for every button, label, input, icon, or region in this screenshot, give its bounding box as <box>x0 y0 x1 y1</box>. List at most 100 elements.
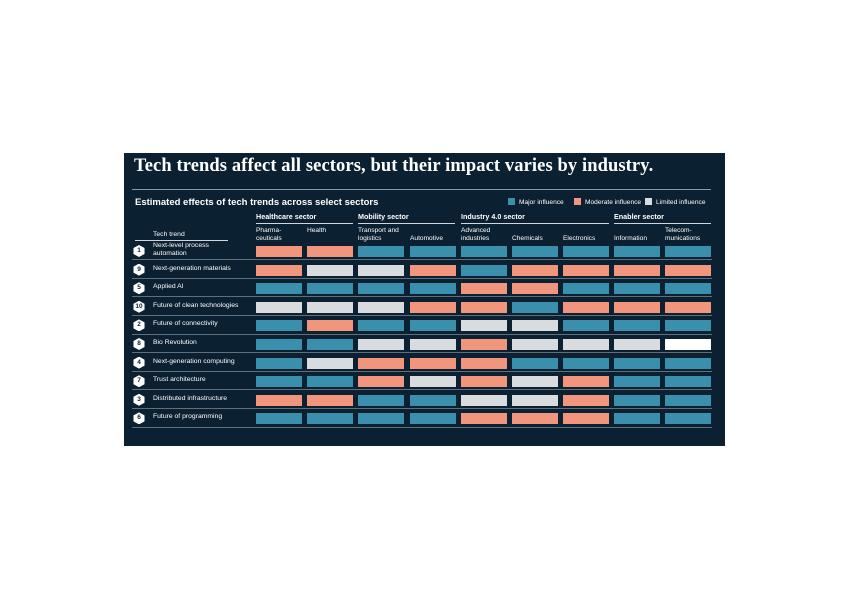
sector-enabler: Enabler sector <box>614 212 664 221</box>
heatmap-cell <box>256 376 302 388</box>
heatmap-cell <box>410 301 456 313</box>
row-divider <box>132 352 712 354</box>
row-divider <box>132 407 712 409</box>
heatmap-cell <box>256 301 302 313</box>
heatmap-cell <box>614 264 660 276</box>
trend-label: Future of programming <box>153 413 223 421</box>
heatmap-cell <box>614 246 660 257</box>
heatmap-cell <box>665 283 711 295</box>
legend-moderate-swatch <box>574 198 581 205</box>
heatmap-cell <box>614 339 660 350</box>
heatmap-cell <box>665 320 711 332</box>
legend-major-label: Major influence <box>519 199 564 206</box>
heatmap-cell <box>512 301 558 313</box>
heatmap-cell <box>614 394 660 406</box>
tech-trend-header: Tech trend <box>153 231 185 238</box>
heatmap-cell <box>410 376 456 388</box>
sector-mobility: Mobility sector <box>358 212 409 221</box>
trend-rank-badge: 8 <box>133 338 145 350</box>
column-pharmaceuticals: Pharma- ceuticals <box>256 227 282 242</box>
heatmap-cell <box>665 376 711 388</box>
heatmap-cell <box>410 320 456 332</box>
legend-major-swatch <box>508 198 515 205</box>
sector-healthcare: Healthcare sector <box>256 212 317 221</box>
legend-moderate: Moderate influence <box>574 198 641 206</box>
chart-panel: Tech trends affect all sectors, but thei… <box>124 153 725 446</box>
column-chemicals: Chemicals <box>512 235 543 242</box>
heatmap-cell <box>256 320 302 332</box>
heatmap-cell <box>358 283 404 295</box>
heatmap-cell <box>563 320 609 332</box>
heatmap-cell <box>358 376 404 388</box>
chart-subtitle: Estimated effects of tech trends across … <box>135 197 379 208</box>
heatmap-cell <box>410 246 456 257</box>
heatmap-cell <box>461 394 507 406</box>
row-divider <box>132 314 712 316</box>
heatmap-cell <box>563 246 609 257</box>
column-transport-logistics: Transport and logistics <box>358 227 399 242</box>
row-divider <box>132 277 712 279</box>
sector-enabler-rule <box>614 223 711 224</box>
heatmap-cell <box>563 394 609 406</box>
heatmap-cell <box>512 320 558 332</box>
trend-rank-badge: 2 <box>133 319 145 332</box>
heatmap-cell <box>461 339 507 350</box>
heatmap-cell <box>256 413 302 425</box>
row-divider <box>132 370 712 372</box>
heatmap-cell <box>358 246 404 257</box>
sector-mobility-rule <box>358 223 455 224</box>
trend-rank-badge: 4 <box>133 356 145 369</box>
trend-label: Next-generation materials <box>153 264 231 272</box>
heatmap-cell <box>307 320 353 332</box>
sector-industry: Industry 4.0 sector <box>461 212 525 221</box>
row-divider <box>132 426 712 428</box>
trend-rank-badge: 3 <box>133 393 145 406</box>
heatmap-cell <box>256 283 302 295</box>
heatmap-cell <box>461 413 507 425</box>
chart-title: Tech trends affect all sectors, but thei… <box>134 156 654 176</box>
sector-industry-rule <box>461 223 609 224</box>
heatmap-cell <box>461 301 507 313</box>
heatmap-cell <box>614 376 660 388</box>
trend-label: Next-generation computing <box>153 357 235 365</box>
heatmap-cell <box>358 394 404 406</box>
sector-healthcare-rule <box>256 223 353 224</box>
heatmap-cell <box>256 246 302 257</box>
heatmap-cell <box>665 394 711 406</box>
column-health: Health <box>307 227 327 234</box>
column-information: Information <box>614 235 647 242</box>
trend-rank-badge: 7 <box>133 375 145 388</box>
heatmap-cell <box>512 264 558 276</box>
heatmap-cell <box>614 357 660 369</box>
row-divider <box>132 296 712 298</box>
heatmap-cell <box>461 320 507 332</box>
tech-trend-header-rule <box>135 240 228 241</box>
heatmap-cell <box>307 246 353 257</box>
trend-label: Bio Revolution <box>153 339 197 346</box>
trend-label: Applied AI <box>153 283 184 291</box>
trend-label: Next-level process automation <box>153 242 209 257</box>
legend-limited: Limited influence <box>645 198 705 206</box>
trend-rank-badge: 10 <box>133 300 145 313</box>
legend-moderate-label: Moderate influence <box>585 199 642 206</box>
heatmap-cell <box>358 357 404 369</box>
heatmap-cell <box>512 339 558 350</box>
legend-limited-swatch <box>645 198 652 205</box>
legend-limited-label: Limited influence <box>656 199 706 206</box>
trend-rank-badge: 1 <box>133 245 145 257</box>
title-divider <box>132 189 711 190</box>
heatmap-cell <box>410 339 456 350</box>
heatmap-cell <box>563 283 609 295</box>
heatmap-cell <box>563 357 609 369</box>
heatmap-cell <box>256 264 302 276</box>
trend-label: Future of connectivity <box>153 320 218 328</box>
heatmap-cell <box>614 413 660 425</box>
heatmap-cell <box>563 376 609 388</box>
heatmap-cell <box>461 376 507 388</box>
heatmap-cell <box>307 357 353 369</box>
heatmap-cell <box>665 339 711 350</box>
trend-label: Future of clean technologies <box>153 301 239 309</box>
row-divider <box>132 389 712 391</box>
heatmap-cell <box>512 357 558 369</box>
heatmap-cell <box>461 246 507 257</box>
